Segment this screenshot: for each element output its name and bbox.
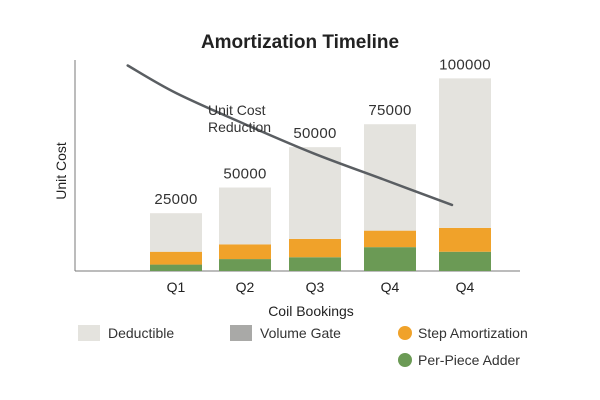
legend-marker-per-piece-adder	[398, 353, 412, 367]
line-annotation-line2: Reduction	[208, 119, 271, 135]
legend-marker-volume-gate	[230, 325, 252, 341]
bar-step-amortization-4	[364, 230, 416, 248]
bar-per-piece-adder-3	[289, 257, 341, 271]
bar-deductible-1	[150, 213, 202, 252]
labels-layer: 25000 Q1 50000 Q2 50000 Q3 75000 Q4 100000 Q4	[154, 56, 491, 295]
bar-per-piece-adder-4	[364, 247, 416, 271]
x-tick-label-4: Q4	[381, 279, 400, 295]
legend-label-step-amortization: Step Amortization	[418, 325, 528, 341]
bar-step-amortization-2	[219, 244, 271, 260]
bars-layer	[150, 78, 491, 271]
data-label-2: 50000	[223, 166, 266, 183]
x-tick-label-1: Q1	[167, 279, 186, 295]
bar-deductible-2	[219, 187, 271, 245]
data-label-4: 75000	[368, 102, 411, 119]
line-annotation-line1: Unit Cost	[208, 102, 266, 118]
data-label-1: 25000	[154, 191, 197, 208]
line-layer	[126, 64, 454, 207]
legend-label-deductible: Deductible	[108, 325, 174, 341]
x-tick-label-5: Q4	[456, 279, 475, 295]
bar-step-amortization-3	[289, 238, 341, 258]
bar-per-piece-adder-5	[439, 251, 491, 271]
bar-step-amortization-5	[439, 227, 491, 252]
bar-deductible-5	[439, 78, 491, 228]
chart-title: Amortization Timeline	[201, 32, 399, 53]
data-label-5: 100000	[439, 56, 491, 73]
y-axis-label: Unit Cost	[53, 142, 69, 200]
bar-step-amortization-1	[150, 251, 202, 265]
unit-cost-reduction-line	[126, 64, 454, 207]
legend: Deductible Volume Gate Step Amortization…	[78, 325, 528, 368]
bar-deductible-3	[289, 147, 341, 239]
bar-per-piece-adder-1	[150, 264, 202, 271]
legend-marker-deductible	[78, 325, 100, 341]
bar-deductible-4	[364, 124, 416, 231]
legend-label-volume-gate: Volume Gate	[260, 325, 341, 341]
x-axis-label: Coil Bookings	[268, 303, 354, 319]
legend-label-per-piece-adder: Per-Piece Adder	[418, 352, 520, 368]
x-tick-label-2: Q2	[236, 279, 255, 295]
data-label-3: 50000	[293, 125, 336, 142]
x-tick-label-3: Q3	[306, 279, 325, 295]
bar-per-piece-adder-2	[219, 259, 271, 271]
legend-marker-step-amortization	[398, 326, 412, 340]
